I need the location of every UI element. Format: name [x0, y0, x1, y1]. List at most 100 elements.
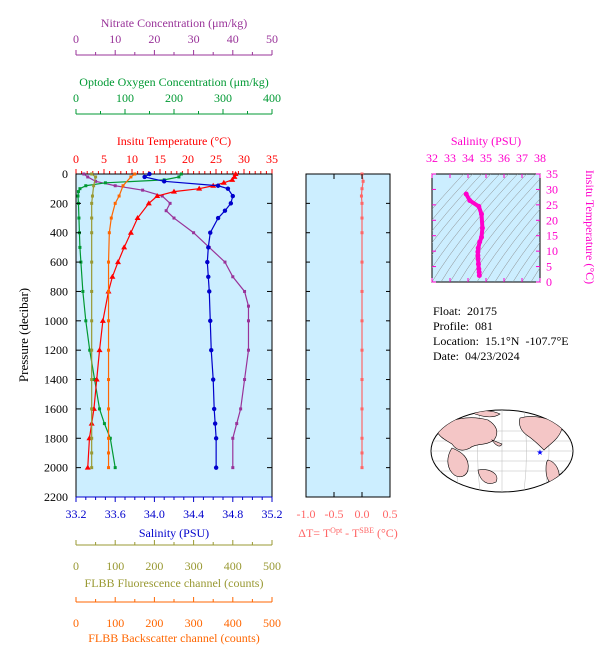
nitrate-data-point: [86, 175, 90, 179]
nitrate-tick-label: 50: [266, 32, 278, 46]
delta-t-tick-label: -1.0: [297, 507, 316, 521]
salinity-data-point: [212, 421, 218, 426]
ts-data-point: [467, 198, 473, 204]
temperature-tick-label: 20: [182, 152, 194, 166]
temperature-data-point: [145, 200, 152, 206]
fluorescence-tick-label: 0: [73, 559, 79, 573]
temperature-data-point: [109, 273, 116, 279]
profile-date: Date: 04/23/2024: [433, 349, 520, 363]
oxygen-data-point: [179, 172, 183, 176]
delta-t-axis-label: ΔT= TOpt - TSBE (°C): [298, 526, 398, 540]
fluorescence-data-point: [90, 378, 94, 382]
salinity-tick-label: 35.2: [262, 507, 283, 521]
oxygen-axis: Optode Oxygen Concentration (μm/kg) 0 100…: [73, 75, 281, 115]
backscatter-data-point: [121, 184, 125, 188]
pressure-tick-label: 1000: [44, 314, 68, 328]
float-info: Float: 20175 Profile: 081 Location: 15.1…: [433, 304, 569, 364]
salinity-tick-label: 34.8: [222, 507, 243, 521]
backscatter-tick-label: 400: [224, 616, 242, 630]
delta-t-data-point: [359, 194, 363, 198]
salinity-axis-label: Salinity (PSU): [139, 526, 209, 540]
pressure-tick-label: 1400: [44, 373, 68, 387]
nitrate-tick-label: 10: [109, 32, 121, 46]
nitrate-data-point: [235, 422, 239, 426]
fluorescence-tick-label: 500: [263, 559, 281, 573]
temperature-data-point: [154, 193, 161, 199]
pressure-axis-label: Pressure (decibar): [16, 288, 31, 382]
fluorescence-tick-label: 300: [185, 559, 203, 573]
temperature-tick-label: 15: [154, 152, 166, 166]
delta-t-data-point: [360, 319, 364, 323]
delta-t-data-point: [360, 378, 364, 382]
ts-temperature-tick-label: 20: [546, 213, 558, 227]
fluorescence-axis-label: FLBB Fluorescence channel (counts): [85, 576, 264, 590]
oxygen-data-point: [84, 184, 88, 188]
salinity-axis: 33.2 33.6 34.0 34.4 34.8 35.2: [66, 496, 283, 521]
nitrate-axis-label: Nitrate Concentration (μm/kg): [101, 16, 247, 30]
oxygen-tick-label: 200: [165, 91, 183, 105]
delta-t-data-point: [360, 451, 364, 455]
ts-temperature-tick-label: 30: [546, 182, 558, 196]
backscatter-data-point: [129, 175, 133, 179]
fluorescence-data-point: [90, 466, 94, 470]
temperature-tick-label: 10: [126, 152, 138, 166]
salinity-data-point: [228, 201, 234, 206]
fluorescence-data-point: [94, 175, 98, 179]
nitrate-data-point: [160, 194, 164, 198]
ts-data-point: [463, 191, 469, 197]
nitrate-data-point: [246, 319, 250, 323]
nitrate-data-point: [168, 201, 172, 205]
oxygen-data-point: [108, 436, 112, 440]
delta-t-data-point: [360, 231, 364, 235]
ts-data-point: [479, 211, 484, 217]
nitrate-data-point: [243, 378, 247, 382]
main-plot-area: [75, 173, 273, 498]
nitrate-tick-label: 30: [188, 32, 200, 46]
backscatter-data-point: [133, 172, 137, 176]
pressure-tick-label: 200: [50, 196, 68, 210]
fluorescence-axis: 0 100 200 300 400 500: [73, 540, 281, 573]
backscatter-axis: 0 100 200 300 400 500: [73, 597, 281, 630]
nitrate-data-point: [231, 436, 235, 440]
temperature-data-point: [231, 173, 238, 179]
delta-t-data-point: [360, 216, 364, 220]
salinity-data-point: [225, 186, 231, 191]
nitrate-data-point: [94, 179, 98, 183]
nitrate-data-point: [82, 172, 86, 176]
salinity-data-point: [213, 436, 219, 441]
ts-salinity-tick-label: 33: [444, 151, 456, 165]
oxygen-data-point: [113, 466, 117, 470]
temperature-data-point: [229, 176, 236, 182]
nitrate-data-point: [246, 304, 250, 308]
temperature-axis-label: Insitu Temperature (°C): [117, 134, 231, 148]
pressure-tick-label: 800: [50, 284, 68, 298]
salinity-data-point: [209, 347, 214, 353]
delta-t-data-point: [360, 436, 364, 440]
fluorescence-data-point: [90, 451, 94, 455]
delta-t-series-line: [360, 173, 364, 468]
temperature-data-point: [121, 244, 128, 250]
ts-data-point: [476, 203, 482, 209]
salinity-data-point: [205, 259, 210, 265]
float-id: Float: 20175: [433, 304, 498, 318]
backscatter-data-point: [109, 216, 113, 220]
nitrate-series-line: [83, 173, 250, 468]
salinity-data-point: [215, 215, 221, 221]
oxygen-data-point: [88, 348, 92, 352]
backscatter-tick-label: 200: [145, 616, 163, 630]
delta-t-data-point: [361, 179, 365, 183]
ts-salinity-axis-label: Salinity (PSU): [451, 134, 521, 148]
backscatter-series-line: [107, 173, 136, 468]
backscatter-tick-label: 0: [73, 616, 79, 630]
pressure-tick-label: 400: [50, 226, 68, 240]
ts-data-point: [475, 256, 481, 262]
oxygen-data-point: [77, 216, 81, 220]
salinity-tick-label: 33.2: [66, 507, 87, 521]
fluorescence-data-point: [90, 231, 94, 235]
backscatter-data-point: [107, 451, 111, 455]
pressure-tick-label: 1600: [44, 402, 68, 416]
ts-salinity-tick-label: 35: [480, 151, 492, 165]
nitrate-tick-label: 20: [148, 32, 160, 46]
temperature-tick-label: 25: [210, 152, 222, 166]
ts-temperature-tick-label: 5: [546, 260, 552, 274]
